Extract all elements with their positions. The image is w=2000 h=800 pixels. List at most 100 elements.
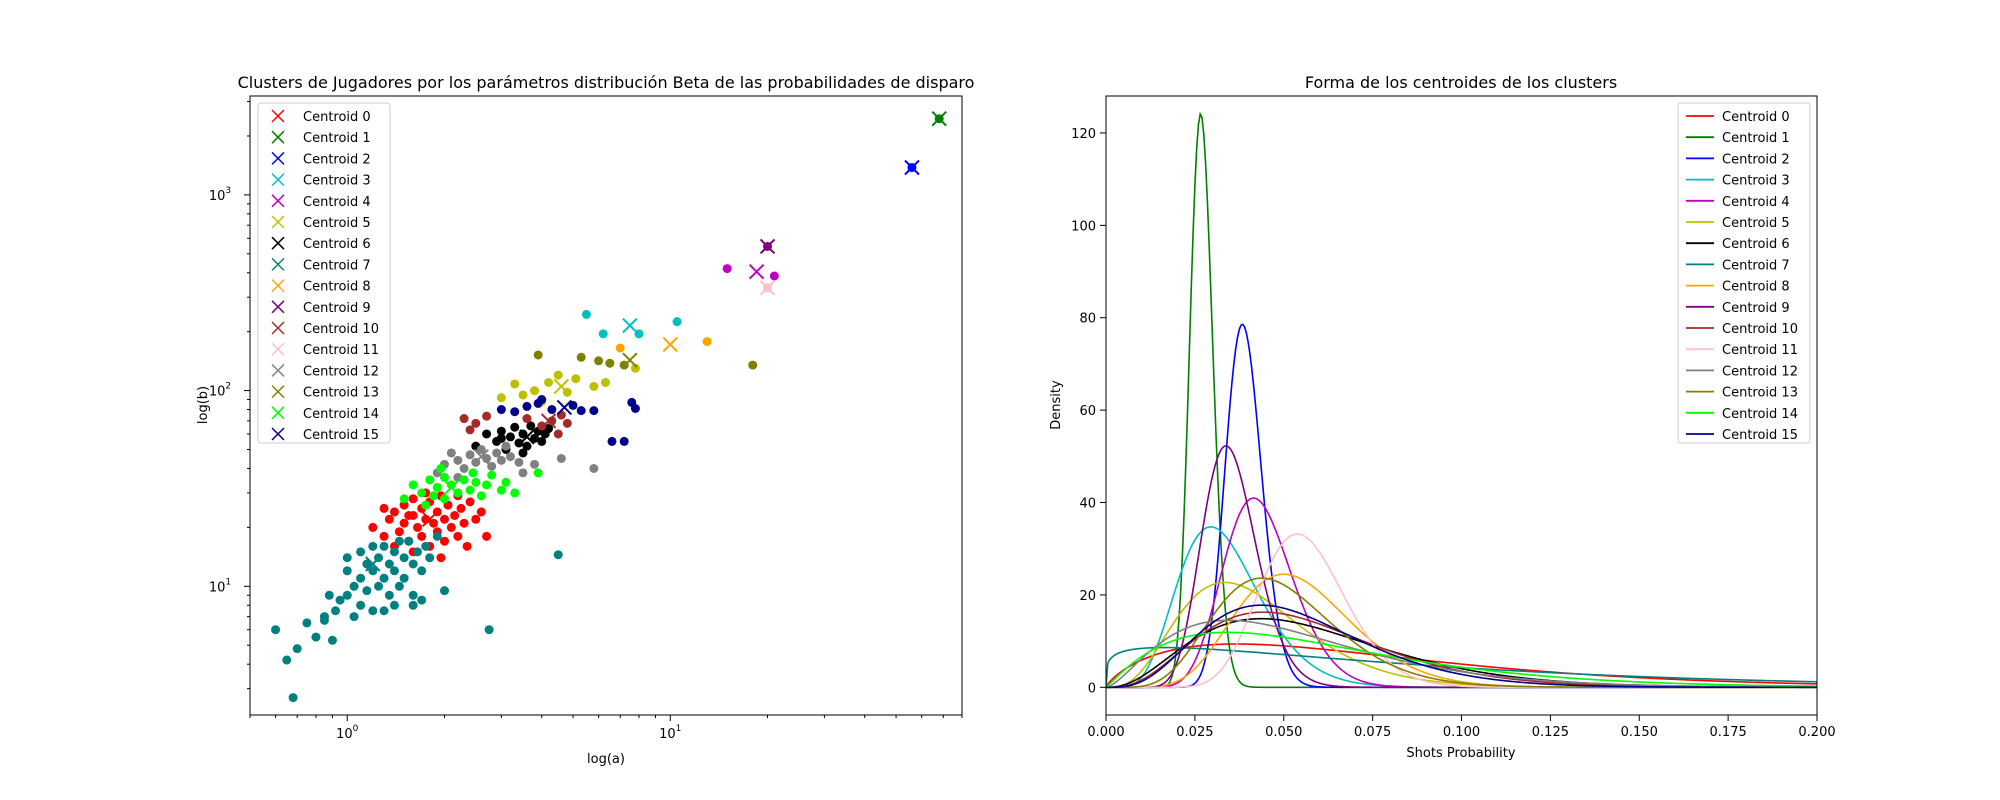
density-y-label: Density	[1049, 380, 1064, 430]
centroid-15-density-line	[1106, 604, 1817, 689]
centroid-14-point	[446, 480, 456, 490]
legend-marker	[271, 257, 285, 271]
centroid-7-point	[379, 573, 389, 583]
legend-marker	[271, 173, 285, 187]
centroid-15-point	[589, 406, 599, 416]
legend-label: Centroid 6	[1722, 237, 1790, 252]
legend-marker	[271, 300, 285, 314]
centroid-5-point	[530, 386, 540, 396]
centroid-14-point	[533, 468, 543, 478]
centroid-10-point	[482, 411, 492, 421]
centroid-7-point	[362, 559, 372, 569]
centroid-14-point	[417, 488, 427, 498]
legend-label: Centroid 11	[303, 343, 379, 358]
centroid-7-point	[356, 573, 366, 583]
centroid-0-point	[408, 494, 418, 504]
centroid-15-point	[607, 436, 617, 446]
centroid-7-point	[384, 559, 394, 569]
centroid-14-point	[496, 485, 506, 495]
y-tick-label: 101	[209, 577, 231, 595]
centroid-14-point	[436, 463, 446, 473]
centroid-7-point	[288, 693, 298, 703]
centroid-0-point	[456, 503, 466, 513]
legend-marker	[271, 342, 285, 356]
centroid-0-point	[379, 531, 389, 541]
centroid-7-point	[389, 600, 399, 610]
centroid-0-point	[379, 503, 389, 513]
centroid-7-point	[356, 547, 366, 557]
legend-label: Centroid 0	[303, 110, 371, 125]
centroid-14-point	[501, 477, 511, 487]
centroid-0-point	[399, 518, 409, 528]
legend-marker	[271, 215, 285, 229]
centroid-13-point	[748, 360, 758, 370]
centroid-7-point	[412, 547, 422, 557]
legend-label: Centroid 2	[1722, 152, 1790, 167]
legend-label: Centroid 2	[303, 152, 371, 167]
legend-label: Centroid 3	[303, 174, 371, 189]
x-tick-label: 0.025	[1176, 725, 1213, 740]
centroid-7-point	[331, 606, 341, 616]
centroid-13-point	[594, 356, 604, 366]
density-title: Forma de los centroides de los clusters	[1305, 73, 1617, 92]
centroid-13-point	[605, 358, 615, 368]
centroid-14-point	[425, 475, 435, 485]
centroid-14-point	[459, 475, 469, 485]
centroid-14-point	[421, 500, 431, 510]
centroid-0-point	[453, 531, 463, 541]
scatter-marks	[271, 110, 947, 703]
centroid-6-point	[530, 433, 540, 443]
centroid-5-point	[630, 363, 640, 373]
legend-label: Centroid 4	[303, 195, 371, 210]
legend-label: Centroid 9	[303, 301, 371, 316]
centroid-0-point	[404, 511, 414, 521]
centroid-0-point	[436, 553, 446, 563]
centroid-6-point	[505, 432, 515, 442]
centroid-7-point	[553, 550, 563, 560]
scatter-plot-frame	[249, 95, 963, 716]
centroid-0-point	[439, 536, 449, 546]
centroid-7-point	[282, 655, 292, 665]
centroid-12-point	[505, 452, 515, 462]
centroid-14-point	[465, 485, 475, 495]
centroid-7-point	[368, 566, 378, 576]
centroid-6-point	[496, 426, 506, 436]
x-tick-label: 0.000	[1087, 725, 1124, 740]
centroid-7-point	[342, 553, 352, 563]
x-tick-label: 0.100	[1443, 725, 1480, 740]
x-tick-label: 0.050	[1265, 725, 1302, 740]
y-tick-label: 80	[1079, 312, 1096, 327]
scatter-title: Clusters de Jugadores por los parámetros…	[238, 73, 975, 92]
centroid-7-point	[379, 541, 389, 551]
legend-label: Centroid 3	[1722, 174, 1790, 189]
centroid-15-point	[496, 405, 506, 415]
centroid-14-point	[510, 488, 520, 498]
y-tick-label: 103	[209, 186, 231, 204]
centroid-0-point	[482, 531, 492, 541]
centroid-7-point	[439, 586, 449, 596]
centroid-5-point	[589, 381, 599, 391]
centroid-7-point	[394, 581, 404, 591]
centroid-7-point	[271, 625, 281, 635]
centroid-7-point	[374, 581, 384, 591]
legend-marker	[271, 385, 285, 399]
centroid-6-point	[526, 421, 536, 431]
centroid-7-point	[356, 600, 366, 610]
y-tick-label: 40	[1079, 497, 1096, 512]
centroid-0-point	[399, 500, 409, 510]
x-tick-label: 0.150	[1621, 725, 1658, 740]
centroid-7-point	[408, 590, 418, 600]
centroid-3-marker	[622, 317, 638, 334]
legend-label: Centroid 4	[1722, 195, 1790, 210]
centroid-1-marker	[931, 110, 947, 127]
x-tick-label: 101	[659, 724, 681, 742]
centroid-7-point	[292, 644, 302, 654]
centroid-11-marker	[759, 280, 776, 296]
centroid-5-point	[518, 390, 528, 400]
centroid-0-point	[471, 514, 481, 524]
centroid-7-point	[432, 531, 442, 541]
legend-label: Centroid 14	[303, 407, 379, 422]
density-lines	[1106, 111, 1817, 689]
centroid-7-point	[389, 547, 399, 557]
